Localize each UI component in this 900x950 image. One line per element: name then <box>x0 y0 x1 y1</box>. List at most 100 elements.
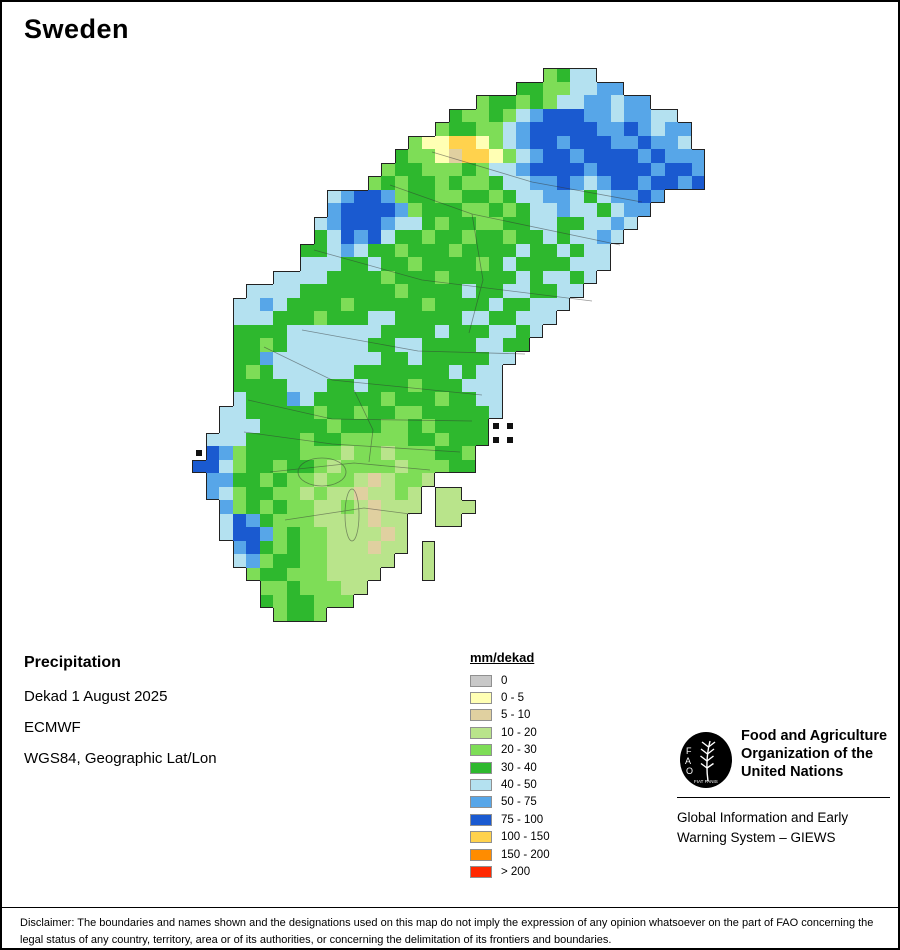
map-cell <box>516 122 530 136</box>
map-cell <box>340 513 354 527</box>
map-cell <box>421 162 435 176</box>
map-cell <box>489 95 503 109</box>
map-cell <box>408 365 422 379</box>
map-cell <box>448 243 462 257</box>
map-cell <box>286 554 300 568</box>
org-name-line: Organization of the <box>741 745 874 762</box>
map-cell <box>205 473 219 487</box>
map-cell <box>354 486 368 500</box>
map-cell <box>502 270 516 284</box>
org-name-line: Food and Agriculture <box>741 728 888 744</box>
map-cell <box>367 203 381 217</box>
map-cell <box>327 216 341 230</box>
fao-organization-name: Food and Agriculture Organization of the U… <box>741 728 890 784</box>
map-cell <box>219 405 233 419</box>
map-cell <box>286 486 300 500</box>
map-cell <box>435 230 449 244</box>
map-cell <box>556 162 570 176</box>
map-cell <box>381 378 395 392</box>
legend-label: 75 - 100 <box>501 813 544 826</box>
archipelago-islet <box>506 436 513 443</box>
map-cell <box>354 365 368 379</box>
map-cell <box>381 473 395 487</box>
map-cell <box>381 230 395 244</box>
map-cell <box>354 419 368 433</box>
map-cell <box>502 189 516 203</box>
map-cell <box>381 392 395 406</box>
map-cell <box>246 513 260 527</box>
map-cell <box>246 324 260 338</box>
map-cell <box>435 176 449 190</box>
map-cell <box>367 486 381 500</box>
map-cell <box>259 324 273 338</box>
map-cell <box>475 365 489 379</box>
map-cell <box>246 554 260 568</box>
map-cell <box>313 581 327 595</box>
map-cell <box>327 270 341 284</box>
map-cell <box>664 122 678 136</box>
org-name-line: United Nations <box>741 763 844 780</box>
map-cell <box>462 324 476 338</box>
map-cell <box>219 446 233 460</box>
map-cell <box>286 297 300 311</box>
legend-label: 5 - 10 <box>501 709 531 722</box>
map-cell <box>637 189 651 203</box>
map-cell <box>394 311 408 325</box>
map-cell <box>340 432 354 446</box>
map-cell <box>394 527 408 541</box>
map-cell <box>516 135 530 149</box>
map-cell <box>232 446 246 460</box>
map-cell <box>259 459 273 473</box>
map-cell <box>273 540 287 554</box>
map-cell <box>246 311 260 325</box>
map-cell <box>435 446 449 460</box>
map-cell <box>529 81 543 95</box>
source-label: ECMWF <box>24 719 81 736</box>
map-cell <box>543 243 557 257</box>
map-cell <box>205 459 219 473</box>
map-cell <box>462 284 476 298</box>
map-cell <box>624 203 638 217</box>
map-cell <box>475 108 489 122</box>
map-cell <box>246 392 260 406</box>
map-cell <box>529 162 543 176</box>
map-cell <box>448 419 462 433</box>
map-cell <box>408 338 422 352</box>
map-cell <box>232 311 246 325</box>
map-cell <box>448 149 462 163</box>
map-cell <box>354 324 368 338</box>
legend-label: 40 - 50 <box>501 779 537 792</box>
map-cell <box>475 419 489 433</box>
map-cell <box>489 108 503 122</box>
map-cell <box>502 243 516 257</box>
map-cell <box>286 392 300 406</box>
map-cell <box>273 594 287 608</box>
map-cell <box>516 176 530 190</box>
legend-swatch <box>470 692 492 705</box>
map-cell <box>313 419 327 433</box>
map-cell <box>354 351 368 365</box>
map-cell <box>327 405 341 419</box>
map-cell <box>408 392 422 406</box>
map-cell <box>300 486 314 500</box>
legend-swatch <box>470 726 492 739</box>
map-cell <box>502 176 516 190</box>
map-cell <box>556 257 570 271</box>
map-cell <box>394 257 408 271</box>
map-cell <box>435 149 449 163</box>
map-cell <box>273 297 287 311</box>
map-cell <box>502 108 516 122</box>
map-cell <box>435 270 449 284</box>
map-cell <box>529 176 543 190</box>
map-cell <box>273 554 287 568</box>
map-cell <box>462 311 476 325</box>
map-cell <box>300 338 314 352</box>
map-cell <box>610 95 624 109</box>
map-cell <box>340 297 354 311</box>
map-cell <box>556 176 570 190</box>
map-cell <box>327 594 341 608</box>
map-cell <box>300 459 314 473</box>
dekad-label: Dekad 1 August 2025 <box>24 688 168 705</box>
map-cell <box>246 297 260 311</box>
